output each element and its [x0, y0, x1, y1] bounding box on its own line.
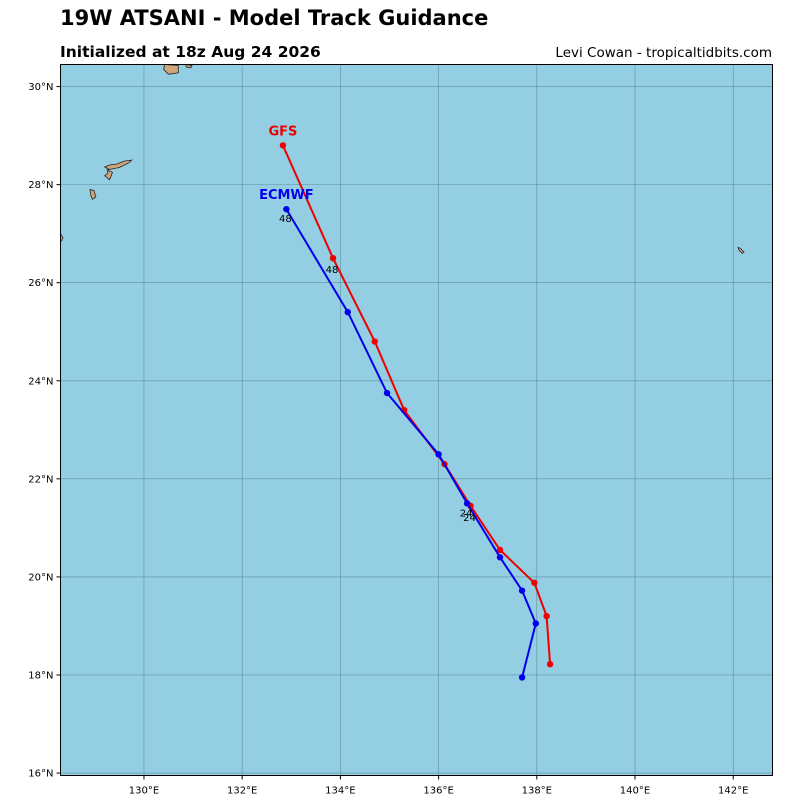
labels-layer: GFS 24 48 ECMWF 24 48	[259, 124, 476, 523]
gfs-track-point	[496, 546, 504, 554]
ecmwf-hour-label: 48	[279, 214, 292, 225]
ecmwf-track-point	[283, 205, 290, 213]
latitude-tick-label: 20°N	[28, 572, 53, 583]
gfs-track-point	[329, 254, 337, 262]
gfs-hour-label: 48	[326, 265, 339, 276]
ticks-layer: 130°E 132°E 134°E 136°E 138°E 140°E 142°E 16°N 1…	[28, 82, 748, 796]
chart-subtitle: Initialized at 18z Aug 24 2026	[60, 43, 321, 61]
longitude-tick-label: 136°E	[423, 786, 453, 797]
tracks-layer	[279, 142, 554, 681]
gfs-hour-label: 24	[463, 513, 476, 524]
longitude-tick-label: 130°E	[129, 786, 159, 797]
island-shape	[103, 159, 133, 181]
latitude-tick-label: 18°N	[28, 670, 53, 681]
latitude-tick-label: 30°N	[28, 82, 53, 93]
ecmwf-track-point	[463, 500, 471, 507]
latitude-tick-label: 24°N	[28, 376, 53, 387]
grid-layer	[60, 64, 773, 776]
ecmwf-track-point	[435, 451, 442, 458]
latitude-tick-label: 22°N	[28, 474, 53, 485]
longitude-tick-label: 142°E	[718, 786, 748, 797]
island-shape	[163, 64, 179, 75]
latitude-tick-label: 28°N	[28, 180, 53, 191]
gfs-track-point	[543, 612, 550, 620]
chart-title: 19W ATSANI - Model Track Guidance	[60, 6, 489, 30]
gfs-track-point	[371, 338, 378, 345]
latitude-tick-label: 16°N	[28, 769, 53, 780]
credit-text: Levi Cowan - tropicaltidbits.com	[555, 45, 772, 61]
latitude-tick-label: 26°N	[28, 278, 53, 289]
island-shape	[737, 246, 745, 254]
longitude-tick-label: 140°E	[620, 786, 650, 797]
ecmwf-model-label: ECMWF	[259, 188, 314, 203]
ecmwf-hour-label: 24	[460, 508, 473, 519]
ecmwf-track-point	[344, 308, 351, 316]
island-shape	[60, 232, 64, 242]
longitude-tick-label: 132°E	[227, 786, 257, 797]
ecmwf-track-point	[496, 554, 504, 561]
gfs-model-label: GFS	[268, 124, 297, 139]
ecmwf-track-point	[518, 674, 526, 681]
land-layer	[60, 64, 745, 254]
island-shape	[185, 64, 193, 69]
island-shape	[89, 188, 97, 200]
map-frame	[60, 64, 773, 776]
ocean-background	[60, 64, 773, 776]
gfs-track-point	[279, 142, 287, 149]
longitude-tick-label: 134°E	[325, 786, 355, 797]
ecmwf-track-point	[518, 587, 526, 594]
gfs-track-point	[531, 579, 538, 586]
gfs-track-point	[546, 660, 554, 668]
ecmwf-track-point	[532, 620, 540, 627]
ecmwf-track-point	[383, 389, 391, 397]
longitude-tick-label: 138°E	[522, 786, 552, 797]
